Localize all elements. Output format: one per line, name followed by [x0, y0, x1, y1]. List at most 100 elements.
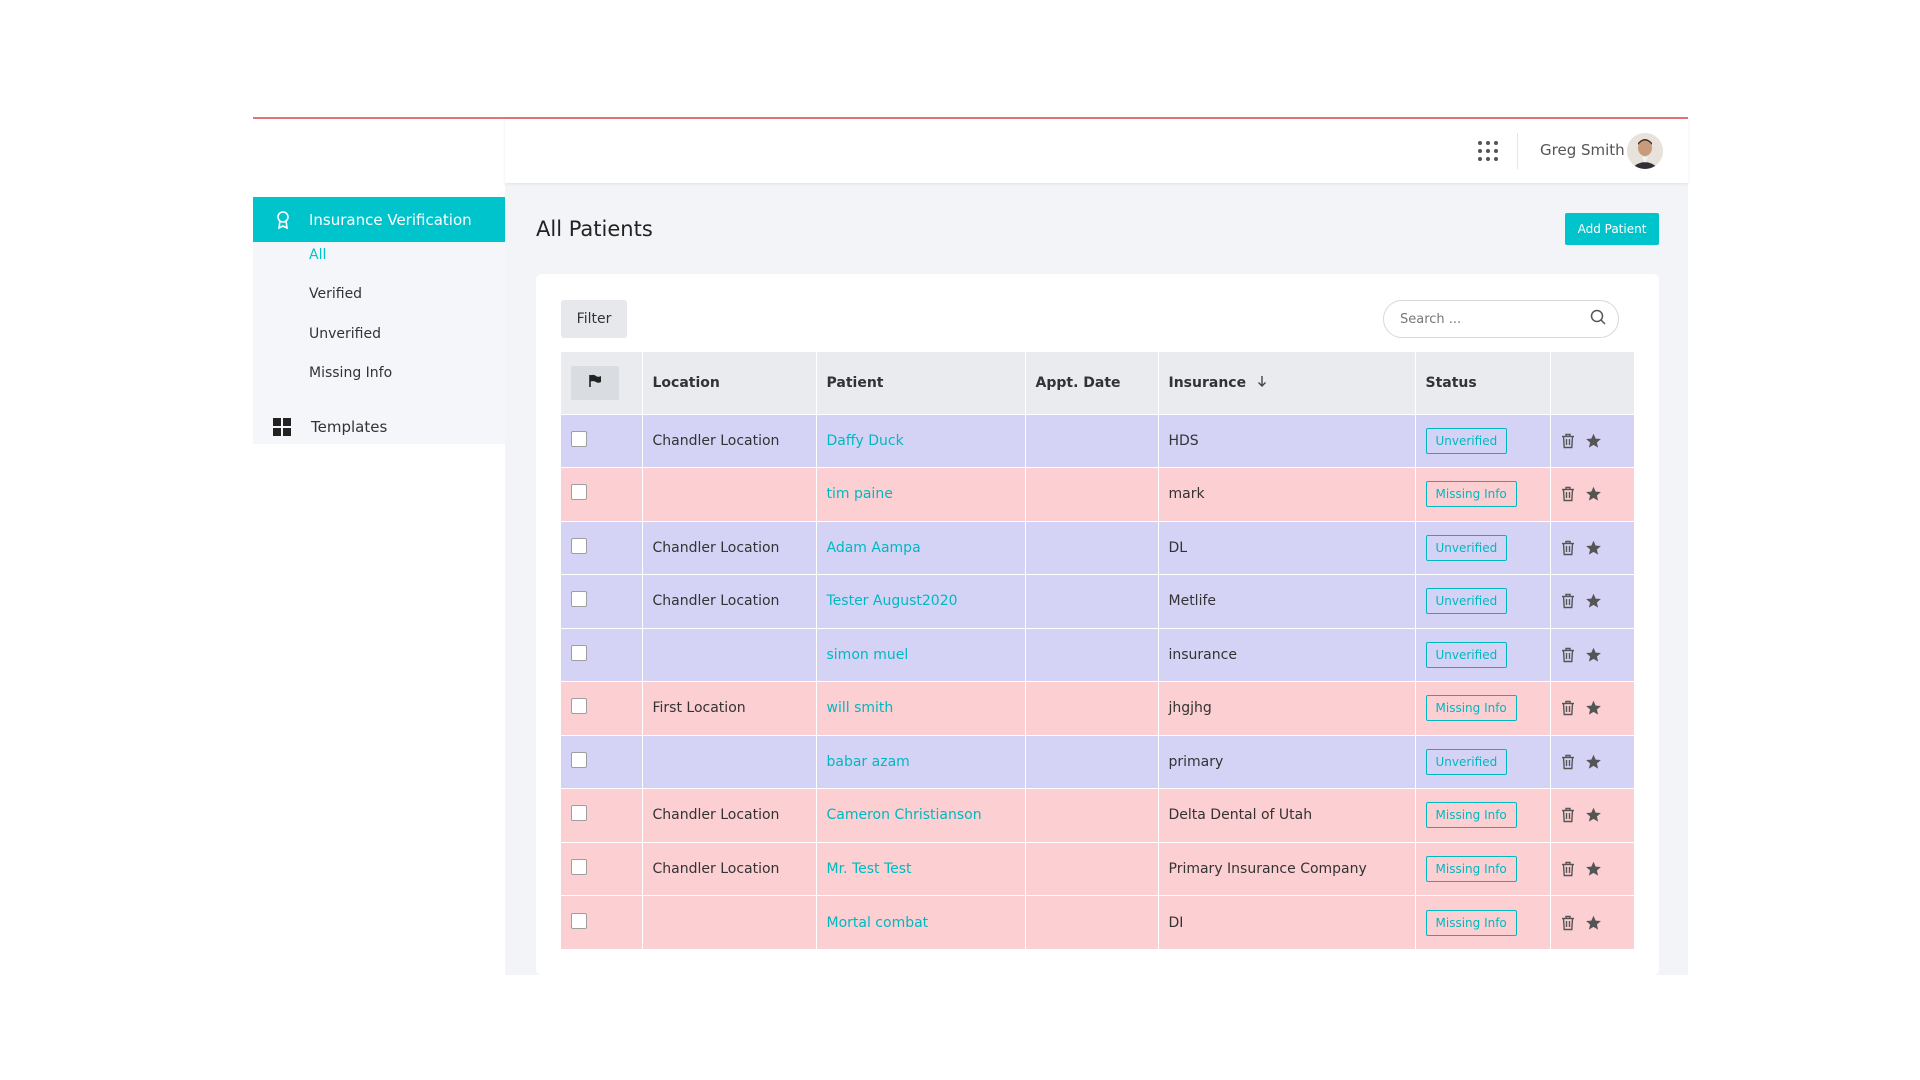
trash-icon[interactable] [1561, 433, 1575, 449]
flag-filter-button[interactable] [571, 365, 619, 400]
award-icon [273, 210, 293, 230]
star-icon[interactable] [1585, 486, 1602, 502]
row-checkbox[interactable] [571, 698, 587, 715]
filter-button[interactable]: Filter [561, 300, 627, 338]
patient-link[interactable]: Daffy Duck [826, 432, 904, 449]
patient-cell: Tester August2020 [816, 574, 1026, 628]
table-row: First Location will smith jhgjhg Missing In… [561, 681, 1634, 735]
trash-icon[interactable] [1561, 915, 1575, 931]
patient-link[interactable]: Mr. Test Test [826, 860, 912, 877]
column-header-patient[interactable]: Patient [816, 352, 1026, 414]
status-cell: Missing Info [1415, 842, 1551, 896]
actions-cell [1550, 414, 1634, 468]
table-row: simon muel insurance Unverified [561, 628, 1634, 682]
patient-cell: Mortal combat [816, 895, 1026, 949]
row-select-cell [561, 895, 643, 949]
patient-cell: Adam Aampa [816, 521, 1026, 575]
patient-link[interactable]: Tester August2020 [826, 593, 958, 610]
star-icon[interactable] [1585, 807, 1602, 823]
patients-table: Location Patient Appt. Date Insurance St… [561, 352, 1634, 949]
patient-link[interactable]: Cameron Christianson [826, 807, 982, 824]
row-checkbox[interactable] [571, 805, 587, 822]
trash-icon[interactable] [1561, 754, 1575, 770]
actions-cell [1550, 896, 1634, 950]
star-icon[interactable] [1585, 593, 1602, 609]
status-cell: Unverified [1415, 414, 1551, 468]
appt-date-cell [1025, 574, 1159, 628]
patient-link[interactable]: Adam Aampa [826, 539, 921, 556]
flag-column-header [561, 352, 643, 414]
star-icon[interactable] [1585, 915, 1602, 931]
patient-link[interactable]: Mortal combat [826, 914, 929, 931]
sidebar-item-templates[interactable]: Templates [253, 409, 505, 445]
column-header-appt-date[interactable]: Appt. Date [1025, 352, 1159, 414]
apps-grid-icon[interactable] [1478, 141, 1498, 161]
trash-icon[interactable] [1561, 807, 1575, 823]
star-icon[interactable] [1585, 754, 1602, 770]
status-badge[interactable]: Unverified [1425, 534, 1508, 561]
status-badge[interactable]: Unverified [1425, 427, 1508, 454]
trash-icon[interactable] [1561, 486, 1575, 502]
location-cell [642, 735, 817, 789]
column-header-status[interactable]: Status [1415, 352, 1551, 414]
patient-link[interactable]: tim paine [826, 486, 893, 503]
sidebar-subitem-unverified[interactable]: Unverified [309, 326, 381, 342]
column-header-location[interactable]: Location [642, 352, 817, 414]
status-badge[interactable]: Unverified [1425, 641, 1508, 668]
star-icon[interactable] [1585, 700, 1602, 716]
insurance-cell: primary [1158, 735, 1416, 789]
status-badge[interactable]: Unverified [1425, 748, 1508, 775]
user-name[interactable]: Greg Smith [1540, 141, 1625, 159]
search-input[interactable] [1400, 311, 1590, 327]
actions-cell [1550, 628, 1634, 682]
row-checkbox[interactable] [571, 484, 587, 501]
row-checkbox[interactable] [571, 912, 587, 929]
sidebar-subitem-missing-info[interactable]: Missing Info [309, 365, 393, 381]
trash-icon[interactable] [1561, 593, 1575, 609]
sidebar-subitem-verified[interactable]: Verified [309, 286, 363, 302]
row-checkbox[interactable] [571, 537, 587, 554]
star-icon[interactable] [1585, 647, 1602, 663]
trash-icon[interactable] [1561, 540, 1575, 556]
status-badge[interactable]: Missing Info [1425, 481, 1517, 508]
patient-cell: babar azam [816, 735, 1026, 789]
patient-cell: will smith [816, 681, 1026, 735]
row-select-cell [561, 681, 643, 735]
appt-date-cell [1025, 521, 1159, 575]
location-cell [642, 467, 817, 521]
row-checkbox[interactable] [571, 430, 587, 447]
patient-link[interactable]: will smith [826, 700, 894, 717]
sidebar-item-insurance-verification[interactable]: Insurance Verification [253, 197, 505, 242]
location-cell [642, 628, 817, 682]
row-checkbox[interactable] [571, 644, 587, 661]
actions-cell [1550, 842, 1634, 896]
star-icon[interactable] [1585, 433, 1602, 449]
patient-link[interactable]: babar azam [826, 753, 910, 770]
patient-link[interactable]: simon muel [826, 646, 909, 663]
status-badge[interactable]: Missing Info [1425, 695, 1517, 722]
row-checkbox[interactable] [571, 751, 587, 768]
trash-icon[interactable] [1561, 647, 1575, 663]
sidebar-subitem-all[interactable]: All [309, 247, 327, 263]
location-cell: Chandler Location [642, 521, 817, 575]
search-icon[interactable] [1590, 309, 1606, 329]
star-icon[interactable] [1585, 861, 1602, 877]
status-badge[interactable]: Missing Info [1425, 909, 1517, 936]
row-checkbox[interactable] [571, 591, 587, 608]
row-checkbox[interactable] [571, 858, 587, 875]
actions-cell [1550, 575, 1634, 629]
insurance-cell: jhgjhg [1158, 681, 1416, 735]
patient-cell: simon muel [816, 628, 1026, 682]
trash-icon[interactable] [1561, 700, 1575, 716]
status-badge[interactable]: Unverified [1425, 588, 1508, 615]
status-badge[interactable]: Missing Info [1425, 855, 1517, 882]
add-patient-button[interactable]: Add Patient [1565, 213, 1659, 245]
avatar[interactable] [1627, 133, 1663, 169]
actions-cell [1550, 468, 1634, 522]
appt-date-cell [1025, 681, 1159, 735]
trash-icon[interactable] [1561, 861, 1575, 877]
insurance-cell: insurance [1158, 628, 1416, 682]
column-header-insurance[interactable]: Insurance [1158, 352, 1416, 414]
star-icon[interactable] [1585, 540, 1602, 556]
status-badge[interactable]: Missing Info [1425, 802, 1517, 829]
